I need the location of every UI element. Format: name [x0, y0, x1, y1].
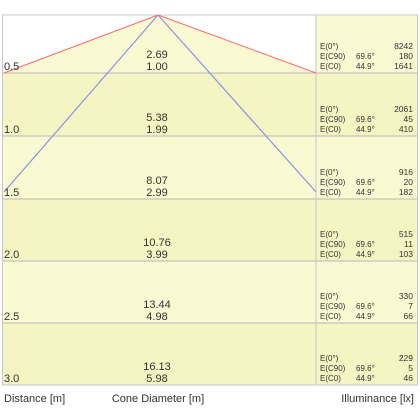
c0-diameter-4: 3.99 [146, 249, 167, 261]
ec0-angle-6: 44.9° [356, 374, 375, 383]
ec0-label-5: E(C0) [320, 312, 341, 321]
c0-diameter-1: 1.00 [146, 61, 167, 73]
e0-value-4: 515 [399, 229, 413, 239]
ec90-angle-1: 69.6° [356, 52, 375, 61]
distance-label-4: 2.0 [4, 249, 19, 261]
e0-value-5: 330 [399, 291, 413, 301]
ec0-angle-4: 44.9° [356, 250, 375, 259]
ec0-label-2: E(C0) [320, 125, 341, 134]
ec90-angle-2: 69.6° [356, 115, 375, 124]
distance-label-5: 2.5 [4, 311, 19, 323]
ec90-value-5: 7 [408, 301, 413, 311]
c90-diameter-4: 10.76 [143, 237, 171, 249]
top-area [2, 0, 418, 15]
ec90-angle-3: 69.6° [356, 178, 375, 187]
ec0-label-4: E(C0) [320, 250, 341, 259]
e0-value-1: 8242 [394, 41, 413, 51]
c90-diameter-6: 16.13 [143, 361, 171, 373]
ec0-value-2: 410 [399, 124, 413, 134]
e0-value-3: 916 [399, 167, 413, 177]
ec90-angle-6: 69.6° [356, 364, 375, 373]
row-band-5 [2, 261, 418, 323]
ec0-label-3: E(C0) [320, 188, 341, 197]
ec90-value-6: 5 [408, 363, 413, 373]
c90-diameter-5: 13.44 [143, 299, 171, 311]
ec0-value-4: 103 [399, 249, 413, 259]
distance-label-3: 1.5 [4, 187, 19, 199]
e0-label-1: E(0°) [320, 42, 339, 51]
ec90-value-3: 20 [404, 177, 414, 187]
row-band-6 [2, 323, 418, 385]
distance-label-6: 3.0 [4, 373, 19, 385]
distance-axis-label: Distance [m] [4, 393, 65, 405]
ec90-value-1: 180 [399, 51, 413, 61]
e0-value-6: 229 [399, 353, 413, 363]
cone-diameter-axis-label: Cone Diameter [m] [112, 393, 204, 405]
c0-diameter-3: 2.99 [146, 187, 167, 199]
c0-diameter-2: 1.99 [146, 124, 167, 136]
c90-diameter-1: 2.69 [146, 49, 167, 61]
c90-cone-left [3, 14, 159, 74]
ec90-label-4: E(C90) [320, 240, 346, 249]
e0-label-3: E(0°) [320, 168, 339, 177]
ec0-value-3: 182 [399, 187, 413, 197]
ec90-label-5: E(C90) [320, 302, 346, 311]
ec0-value-5: 66 [404, 311, 414, 321]
ec0-angle-5: 44.9° [356, 312, 375, 321]
illuminance-axis-label: Illuminance [lx] [341, 393, 414, 405]
row-band-2 [2, 73, 418, 136]
ec90-label-6: E(C90) [320, 364, 346, 373]
distance-label-2: 1.0 [4, 124, 19, 136]
c0-diameter-6: 5.98 [146, 373, 167, 385]
ec0-value-6: 46 [404, 373, 414, 383]
ec0-label-6: E(C0) [320, 374, 341, 383]
e0-label-5: E(0°) [320, 292, 339, 301]
c90-cone-right [157, 14, 317, 74]
ec0-angle-3: 44.9° [356, 188, 375, 197]
ec90-value-4: 11 [404, 239, 413, 249]
e0-label-6: E(0°) [320, 354, 339, 363]
chart-border [2, 14, 418, 386]
c90-diameter-3: 8.07 [146, 175, 167, 187]
e0-label-4: E(0°) [320, 230, 339, 239]
c0-diameter-5: 4.98 [146, 311, 167, 323]
ec90-angle-5: 69.6° [356, 302, 375, 311]
ec90-label-2: E(C90) [320, 115, 346, 124]
distance-label-1: 0.5 [4, 61, 19, 73]
e0-value-2: 2061 [394, 104, 413, 114]
ec0-angle-2: 44.9° [356, 125, 375, 134]
row-band-4 [2, 199, 418, 261]
e0-label-2: E(0°) [320, 105, 339, 114]
ec0-label-1: E(C0) [320, 62, 341, 71]
c90-diameter-2: 5.38 [146, 112, 167, 124]
c0-cone-right [157, 14, 317, 193]
ec0-angle-1: 44.9° [356, 62, 375, 71]
c0-cone-left [3, 14, 159, 193]
ec90-value-2: 45 [404, 114, 414, 124]
ec90-label-3: E(C90) [320, 178, 346, 187]
ec90-label-1: E(C90) [320, 52, 346, 61]
row-band-3 [2, 136, 418, 199]
ec0-value-1: 1641 [394, 61, 413, 71]
ec90-angle-4: 69.6° [356, 240, 375, 249]
